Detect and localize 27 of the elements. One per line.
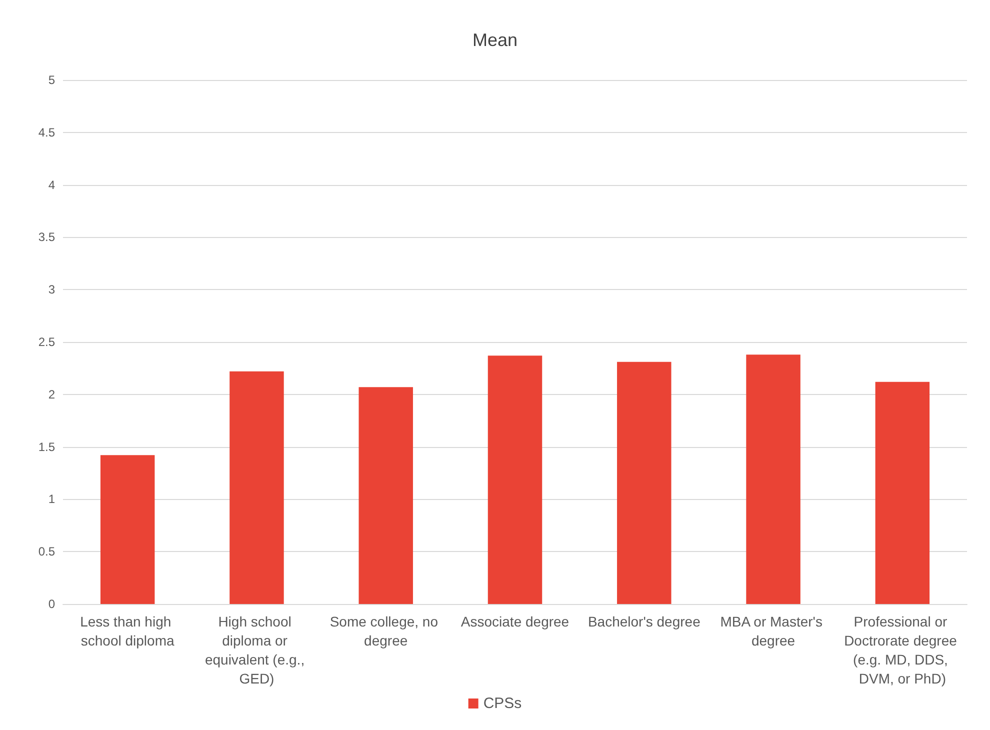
bar — [358, 387, 413, 604]
bar — [488, 356, 542, 604]
x-tick-label: Less than high school diploma — [80, 614, 176, 648]
x-tick-label: Associate degree — [460, 614, 570, 630]
y-tick-label: 5 — [48, 73, 56, 87]
y-tick-label: 0.5 — [38, 544, 56, 559]
x-tick-label: High school diploma or equivalent (e.g., GED) — [204, 614, 308, 686]
y-tick-label: 0 — [48, 597, 56, 611]
y-tick-label: 1.5 — [38, 440, 56, 454]
x-tick-label: MBA or Master's degree — [720, 614, 826, 648]
bar — [746, 354, 800, 604]
chart-title: Mean — [472, 30, 518, 50]
bar — [617, 362, 672, 604]
x-tick-label: Some college, no degree — [330, 614, 442, 648]
y-tick-label: 2.5 — [38, 335, 56, 349]
y-tick-label: 4.5 — [38, 125, 56, 140]
y-tick-label: 3.5 — [38, 230, 56, 244]
x-tick-label: Bachelor's degree — [588, 614, 701, 630]
y-tick-label: 4 — [48, 178, 56, 192]
y-tick-label: 3 — [48, 282, 56, 297]
y-tick-label: 1 — [48, 492, 56, 506]
y-tick-label: 2 — [48, 387, 56, 402]
bar — [100, 455, 155, 604]
bar — [230, 371, 284, 604]
x-tick-label: Professional or Doctrorate degree (e.g. MD, DDS, DVM, or PhD) — [844, 614, 961, 686]
bar — [875, 382, 930, 604]
legend-label: CPSs — [483, 695, 522, 712]
